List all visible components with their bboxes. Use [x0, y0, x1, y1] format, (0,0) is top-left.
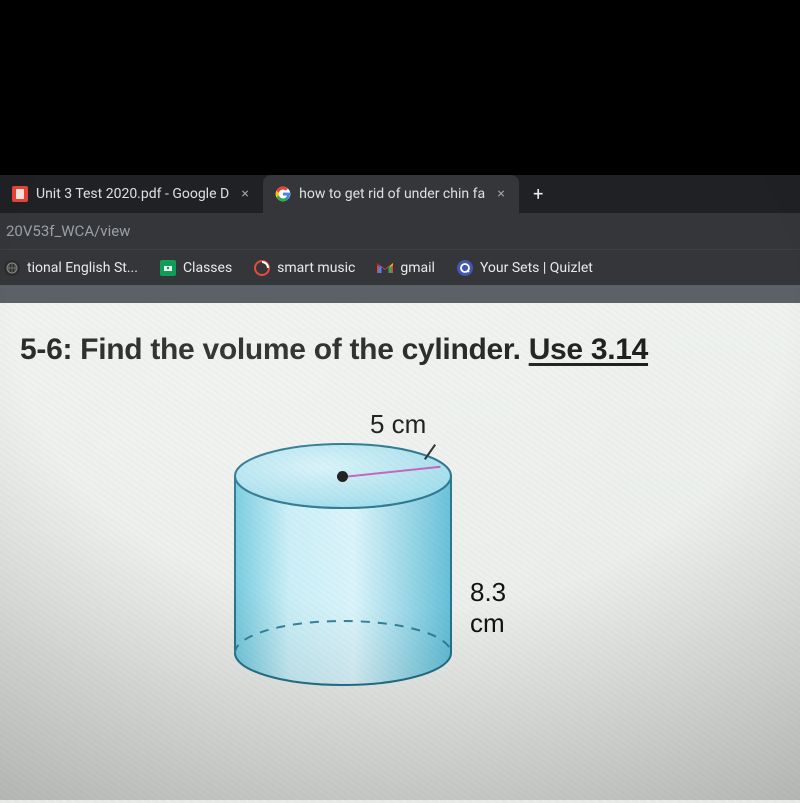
- bookmark-label: tional English St...: [27, 260, 138, 276]
- question-prefix: 5-6: Find the volume of the cylinder.: [20, 333, 529, 366]
- classroom-icon: [160, 260, 176, 276]
- question-underlined: Use 3.14: [529, 333, 648, 366]
- tab-pdf[interactable]: Unit 3 Test 2020.pdf - Google D ×: [0, 175, 263, 213]
- browser-tab-strip: Unit 3 Test 2020.pdf - Google D × how to…: [0, 175, 800, 213]
- bookmark-label: Classes: [183, 260, 232, 276]
- bookmark-gmail[interactable]: gmail: [377, 260, 435, 276]
- bookmarks-bar: tional English St... Classes smart music…: [0, 249, 800, 285]
- bookmark-classes[interactable]: Classes: [160, 260, 232, 276]
- bookmark-smartmusic[interactable]: smart music: [254, 260, 355, 276]
- radius-label: 5 cm: [370, 409, 426, 440]
- url-fragment: 20V53f_WCA/view: [4, 222, 130, 240]
- cylinder-figure: 5 cm 8.3 cm: [215, 413, 465, 697]
- smartmusic-icon: [254, 260, 270, 276]
- bookmark-label: Your Sets | Quizlet: [480, 260, 593, 276]
- height-label: 8.3 cm: [470, 577, 506, 639]
- quizlet-icon: [457, 260, 473, 276]
- tab-title: how to get rid of under chin fa: [299, 186, 485, 202]
- address-bar[interactable]: 20V53f_WCA/view: [0, 213, 800, 249]
- bookmark-quizlet[interactable]: Your Sets | Quizlet: [457, 260, 593, 276]
- bookmark-label: gmail: [400, 260, 435, 276]
- gmail-icon: [377, 260, 393, 276]
- close-icon[interactable]: ×: [493, 186, 509, 202]
- viewer-background: 5-6: Find the volume of the cylinder. Us…: [0, 285, 800, 803]
- screen-black-region: [0, 0, 800, 175]
- close-icon[interactable]: ×: [237, 186, 253, 202]
- tab-google-search[interactable]: how to get rid of under chin fa ×: [263, 175, 519, 213]
- question-text: 5-6: Find the volume of the cylinder. Us…: [20, 333, 800, 367]
- center-dot: [337, 471, 348, 482]
- new-tab-button[interactable]: +: [519, 184, 557, 205]
- worksheet-page: 5-6: Find the volume of the cylinder. Us…: [0, 303, 800, 803]
- bookmark-english[interactable]: tional English St...: [4, 260, 138, 276]
- pdf-favicon: [12, 186, 28, 202]
- google-favicon: [275, 186, 291, 202]
- bookmark-label: smart music: [277, 260, 355, 276]
- tab-title: Unit 3 Test 2020.pdf - Google D: [36, 186, 229, 202]
- globe-icon: [4, 260, 20, 276]
